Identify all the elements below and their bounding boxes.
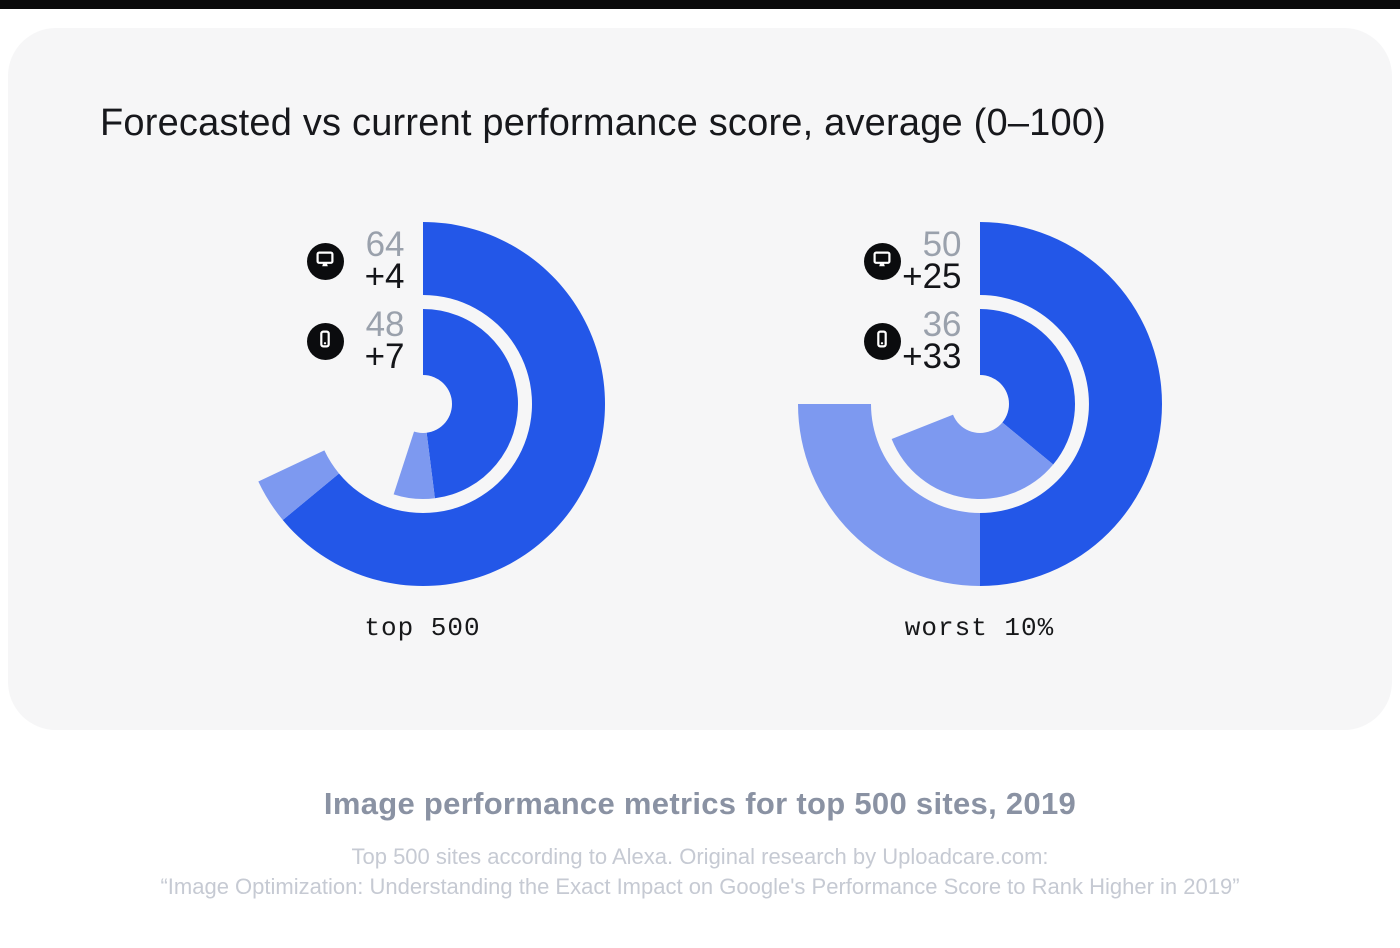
mobile-icon <box>313 327 337 356</box>
chart-card: Forecasted vs current performance score,… <box>8 28 1392 730</box>
forecast-gain-value: +33 <box>902 337 962 376</box>
current-score-value: 64 <box>365 225 405 264</box>
desktop-icon <box>313 247 337 276</box>
metric-row-desktop: 64 +4 <box>306 225 405 296</box>
metric-row-mobile: 36 +33 <box>863 305 962 376</box>
score-stack: 36 +33 <box>902 305 962 376</box>
metric-row-mobile: 48 +7 <box>306 305 405 376</box>
metric-row-desktop: 50 +25 <box>863 225 962 296</box>
chart-area: 64 +4 <box>240 221 606 587</box>
chart-caption: top 500 <box>364 613 481 643</box>
forecast-gain-value: +4 <box>364 257 405 296</box>
footer-note-line-2: “Image Optimization: Understanding the E… <box>160 874 1240 899</box>
chart-caption: worst 10% <box>904 613 1055 643</box>
donut-figure-worst-10: 50 +25 <box>797 221 1163 643</box>
desktop-icon <box>870 247 894 276</box>
score-stack: 48 +7 <box>364 305 405 376</box>
score-stack: 64 +4 <box>364 225 405 296</box>
charts-row: 64 +4 <box>100 221 1302 643</box>
donut-chart <box>257 222 605 586</box>
score-stack: 50 +25 <box>902 225 962 296</box>
forecast-gain-value: +25 <box>902 257 962 296</box>
footer-note: Top 500 sites according to Alexa. Origin… <box>0 842 1400 902</box>
device-badge <box>306 322 344 360</box>
page-title: Forecasted vs current performance score,… <box>100 102 1107 144</box>
mobile-icon <box>870 327 894 356</box>
device-badge <box>306 242 344 280</box>
chart-area: 50 +25 <box>797 221 1163 587</box>
forecast-gain-value: +7 <box>364 337 405 376</box>
current-score-value: 48 <box>365 305 405 344</box>
current-score-value: 36 <box>922 305 962 344</box>
footer-heading: Image performance metrics for top 500 si… <box>323 786 1077 821</box>
donut-chart <box>797 222 1162 586</box>
device-badge <box>863 322 901 360</box>
footer-note-line-1: Top 500 sites according to Alexa. Origin… <box>351 844 1049 869</box>
donut-figure-top-500: 64 +4 <box>240 221 606 643</box>
current-score-value: 50 <box>922 225 962 264</box>
top-edge-bar <box>0 0 1400 9</box>
device-badge <box>863 242 901 280</box>
